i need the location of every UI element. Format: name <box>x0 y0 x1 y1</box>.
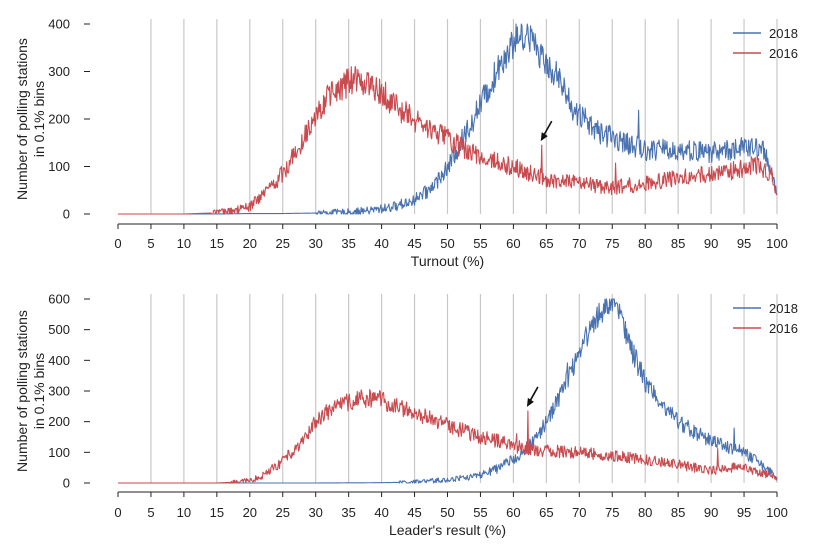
top-chart-y-axis-label-line1: Number of polling stations <box>14 38 30 200</box>
y-tick-label: 400 <box>48 17 70 32</box>
bottom-chart-leader-result: 0 5 10 15 20 25 30 35 40 45 50 55 60 65 70 75 80 85 90 95 10… <box>14 292 798 539</box>
y-tick-label: 200 <box>48 414 70 429</box>
x-tick-label: 55 <box>473 505 487 520</box>
x-tick-label: 55 <box>473 236 487 251</box>
x-tick-label: 40 <box>374 236 388 251</box>
y-tick-label: 100 <box>48 445 70 460</box>
x-tick-label: 80 <box>638 505 652 520</box>
top-chart-x-ticks: 0 5 10 15 20 25 30 35 40 45 50 55 60 65 70 75 80 85 90 95 10… <box>114 224 788 251</box>
x-tick-label: 95 <box>737 236 751 251</box>
top-chart-legend: 2018 2016 <box>733 26 798 61</box>
bottom-chart-x-axis-label: Leader's result (%) <box>389 522 506 538</box>
top-chart-series-lines <box>118 23 778 215</box>
x-tick-label: 70 <box>572 236 586 251</box>
x-tick-label: 40 <box>374 505 388 520</box>
x-tick-label: 5 <box>147 236 154 251</box>
bottom-chart-x-ticks: 0 5 10 15 20 25 30 35 40 45 50 55 60 65 70 75 80 85 90 95 10… <box>114 492 788 520</box>
x-tick-label: 20 <box>243 236 257 251</box>
bottom-chart-gridlines <box>150 294 778 483</box>
x-tick-label: 80 <box>638 236 652 251</box>
x-tick-label: 50 <box>440 236 454 251</box>
y-tick-label: 0 <box>63 207 70 222</box>
x-tick-label: 60 <box>506 505 520 520</box>
x-tick-label: 30 <box>308 505 322 520</box>
top-chart-y-axis-label-line2: in 0.1% bins <box>31 81 47 157</box>
x-tick-label: 60 <box>506 236 520 251</box>
x-tick-label: 25 <box>276 236 290 251</box>
series-line-2016 <box>118 388 778 484</box>
x-tick-label: 100 <box>766 505 788 520</box>
x-tick-label: 20 <box>243 505 257 520</box>
bottom-chart-y-axis-label-line2: in 0.1% bins <box>31 353 47 429</box>
bottom-legend-label-2016: 2016 <box>769 321 798 336</box>
x-tick-label: 90 <box>704 505 718 520</box>
top-chart-turnout: 0 5 10 15 20 25 30 35 40 45 50 55 60 65 70 75 80 85 90 95 10… <box>14 17 798 270</box>
y-tick-label: 200 <box>48 112 70 127</box>
x-tick-label: 25 <box>276 505 290 520</box>
top-chart-gridlines <box>150 19 778 214</box>
y-tick-label: 400 <box>48 353 70 368</box>
x-tick-label: 15 <box>210 236 224 251</box>
bottom-chart-annotation-arrow-icon <box>526 386 539 407</box>
top-chart-y-ticks: 0 100 200 300 400 <box>48 17 90 222</box>
x-tick-label: 35 <box>341 505 355 520</box>
x-tick-label: 45 <box>407 236 421 251</box>
y-tick-label: 300 <box>48 64 70 79</box>
x-tick-label: 100 <box>766 236 788 251</box>
bottom-chart-legend: 2018 2016 <box>733 301 798 336</box>
top-chart-x-axis-label: Turnout (%) <box>411 253 484 269</box>
x-tick-label: 95 <box>737 505 751 520</box>
bottom-chart-y-ticks: 0 100 200 300 400 500 600 <box>48 292 90 491</box>
x-tick-label: 45 <box>407 505 421 520</box>
x-tick-label: 30 <box>308 236 322 251</box>
x-tick-label: 10 <box>177 236 191 251</box>
x-tick-label: 75 <box>605 505 619 520</box>
x-tick-label: 65 <box>539 505 553 520</box>
x-tick-label: 0 <box>114 505 121 520</box>
x-tick-label: 10 <box>177 505 191 520</box>
x-tick-label: 85 <box>671 236 685 251</box>
x-tick-label: 85 <box>671 505 685 520</box>
x-tick-label: 75 <box>605 236 619 251</box>
y-tick-label: 300 <box>48 384 70 399</box>
y-tick-label: 600 <box>48 292 70 307</box>
top-legend-label-2016: 2016 <box>769 46 798 61</box>
series-line-2016 <box>118 65 778 215</box>
y-tick-label: 100 <box>48 159 70 174</box>
x-tick-label: 65 <box>539 236 553 251</box>
x-tick-label: 35 <box>341 236 355 251</box>
bottom-legend-label-2018: 2018 <box>769 301 798 316</box>
bottom-chart-y-axis-label-line1: Number of polling stations <box>14 310 30 472</box>
x-tick-label: 5 <box>147 505 154 520</box>
x-tick-label: 90 <box>704 236 718 251</box>
bottom-chart-series-lines <box>118 298 778 484</box>
y-tick-label: 500 <box>48 322 70 337</box>
top-chart-annotation-arrow-icon <box>540 120 553 142</box>
y-tick-label: 0 <box>63 476 70 491</box>
x-tick-label: 15 <box>210 505 224 520</box>
x-tick-label: 70 <box>572 505 586 520</box>
x-tick-label: 0 <box>114 236 121 251</box>
x-tick-label: 50 <box>440 505 454 520</box>
top-legend-label-2018: 2018 <box>769 26 798 41</box>
